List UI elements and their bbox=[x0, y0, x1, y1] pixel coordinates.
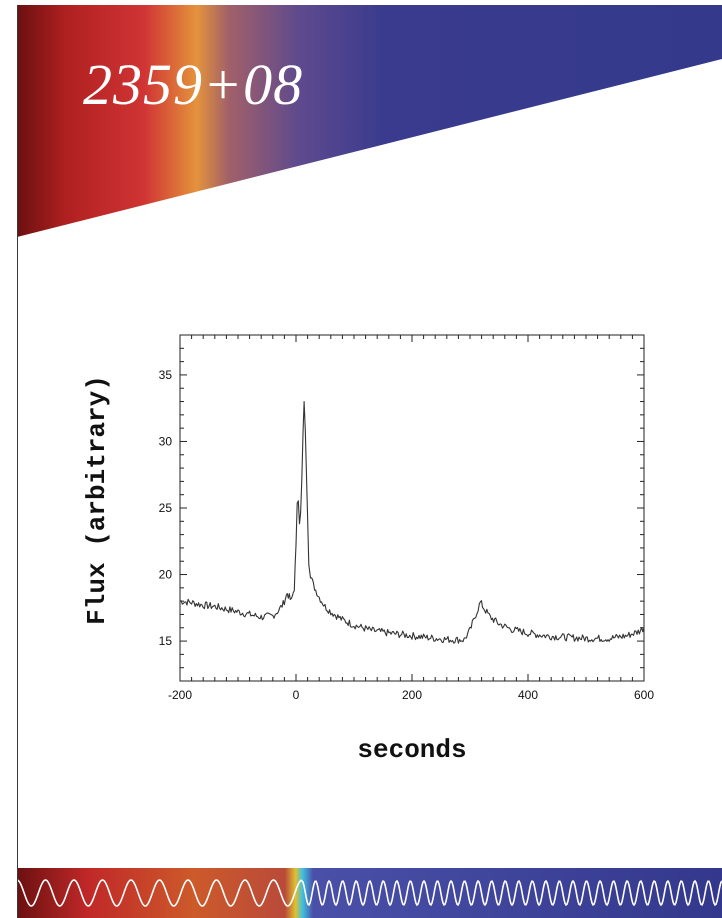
footer-wave-band bbox=[17, 868, 722, 918]
footer-wave bbox=[17, 879, 722, 907]
y-tick-label: 20 bbox=[159, 568, 173, 582]
footer-gradient bbox=[17, 868, 722, 918]
y-tick-label: 15 bbox=[159, 634, 173, 648]
x-tick-label: 200 bbox=[402, 688, 422, 702]
x-tick-label: 600 bbox=[634, 688, 654, 702]
x-tick-label: 0 bbox=[293, 688, 300, 702]
y-tick-label: 35 bbox=[159, 368, 173, 382]
y-tick-label: 30 bbox=[159, 434, 173, 448]
x-axis-title: seconds bbox=[357, 735, 466, 765]
series-line bbox=[179, 400, 645, 644]
y-axis-title: Flux (arbitrary) bbox=[82, 375, 112, 625]
page-title: 2359+08 bbox=[83, 52, 304, 117]
x-tick-label: -200 bbox=[168, 688, 192, 702]
flux-chart: -200 0 200 400 600 15 20 25 30 35 seconds Flux (arb… bbox=[82, 334, 654, 765]
left-frame-line bbox=[17, 5, 18, 918]
header-banner bbox=[17, 5, 722, 237]
spectrum-wedge bbox=[17, 5, 722, 237]
x-tick-label: 400 bbox=[518, 688, 538, 702]
plot-frame bbox=[179, 334, 645, 682]
y-tick-label: 25 bbox=[159, 501, 173, 515]
